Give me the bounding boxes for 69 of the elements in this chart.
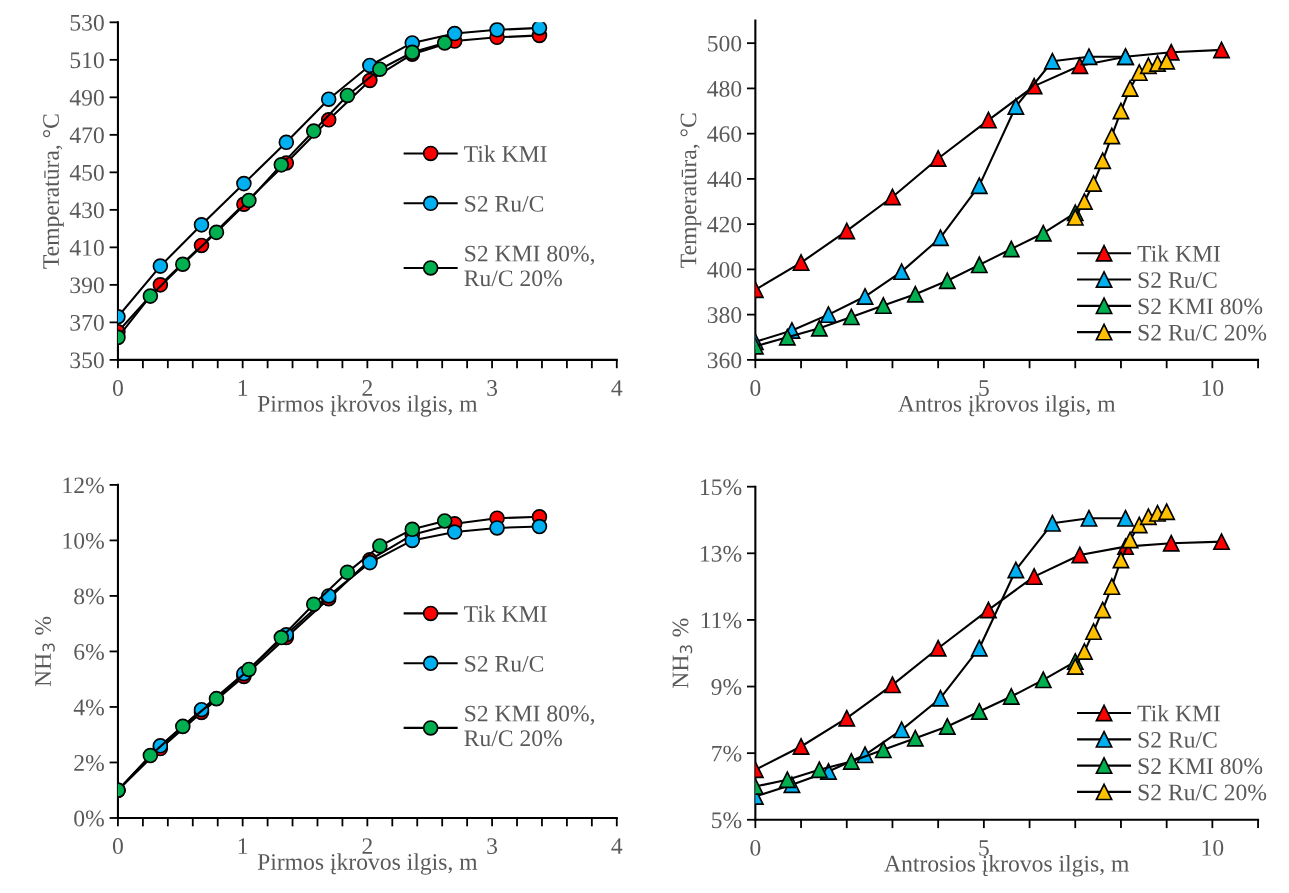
y-tick-label: 7% <box>712 745 742 762</box>
legend-label: S2 Ru/C <box>1138 731 1217 748</box>
x-tick-label: 0 <box>112 380 123 396</box>
legend-label: S2 Ru/C 20% <box>1138 784 1267 801</box>
y-tick-label: 380 <box>707 307 742 324</box>
x-tick-label: 1 <box>238 380 248 396</box>
x-axis-title: Pirmos įkrovos ilgis, m <box>257 853 478 875</box>
y-tick-label: 360 <box>707 352 742 369</box>
y-tick-label: 9% <box>711 679 742 696</box>
y-tick-label: 370 <box>70 314 104 331</box>
y-tick-label: 12% <box>63 477 104 494</box>
x-tick-label: 3 <box>487 838 498 855</box>
x-tick-label: 5 <box>979 380 989 396</box>
y-tick-label: 450 <box>69 164 104 181</box>
x-tick-label: 5 <box>979 840 989 856</box>
x-tick-label: 10 <box>1202 839 1224 856</box>
legend-label: S2 KMI 80%, Ru/C 20% <box>464 705 595 747</box>
x-tick-label: 10 <box>1202 380 1224 396</box>
y-tick-label: 470 <box>69 127 104 144</box>
legend-label: S2 KMI 80% <box>1138 298 1263 315</box>
y-axis-title: NH$_{3}$ % <box>35 616 55 687</box>
x-axis-title: Pirmos įkrovos ilgis, m <box>257 395 478 417</box>
y-tick-label: 410 <box>69 239 104 256</box>
y-tick-label: 420 <box>707 216 742 233</box>
x-axis-title: Antrosios įkrovos ilgis, m <box>884 855 1129 877</box>
legend-label: S2 KMI 80%, Ru/C 20% <box>464 245 595 287</box>
y-tick-label: 400 <box>707 261 742 278</box>
y-tick-label: 2% <box>74 754 104 771</box>
y-tick-label: 13% <box>700 545 742 562</box>
y-tick-label: 510 <box>70 52 104 69</box>
y-tick-label: 530 <box>70 14 104 31</box>
y-tick-label: 460 <box>707 126 742 143</box>
x-tick-label: 4 <box>611 380 623 396</box>
y-tick-label: 10% <box>63 532 104 549</box>
y-tick-label: 390 <box>70 277 104 294</box>
legend-label: Tik KMI <box>464 145 547 162</box>
y-tick-label: 430 <box>69 202 104 219</box>
legend-label: S2 Ru/C <box>1138 272 1217 289</box>
y-tick-label: 500 <box>708 35 742 52</box>
y-tick-label: 4% <box>73 699 104 716</box>
legend-label: S2 KMI 80% <box>1138 758 1263 775</box>
y-tick-label: 350 <box>70 352 104 369</box>
legend-label: S2 Ru/C <box>465 655 544 672</box>
y-axis-title: Temperatūra, °C <box>680 113 702 268</box>
legend-label: Tik KMI <box>1137 704 1221 722</box>
legend-label: S2 Ru/C <box>465 195 544 212</box>
y-tick-label: 0% <box>74 810 104 827</box>
x-tick-label: 2 <box>362 380 372 396</box>
y-tick-label: 480 <box>707 80 742 97</box>
legend-label: S2 Ru/C 20% <box>1138 324 1267 341</box>
y-axis-title: Temperatūra, °C <box>43 114 64 269</box>
legend-label: Tik KMI <box>464 605 547 622</box>
y-tick-label: 490 <box>69 89 104 106</box>
y-tick-label: 440 <box>707 171 742 188</box>
x-tick-label: 0 <box>112 838 123 855</box>
x-tick-label: 0 <box>750 380 761 396</box>
y-tick-label: 15% <box>700 479 742 496</box>
x-tick-label: 0 <box>750 839 761 856</box>
legend-label: Tik KMI <box>1137 245 1221 262</box>
y-axis-title: NH$_{3}$ % <box>672 618 693 689</box>
y-tick-label: 5% <box>712 812 742 829</box>
x-tick-label: 1 <box>238 838 248 854</box>
y-tick-label: 8% <box>74 588 104 605</box>
y-tick-label: 11% <box>701 612 742 629</box>
y-tick-label: 6% <box>74 643 104 660</box>
x-tick-label: 2 <box>362 838 372 854</box>
x-tick-label: 3 <box>487 380 498 396</box>
x-tick-label: 4 <box>611 838 623 854</box>
x-axis-title: Antros įkrovos ilgis, m <box>898 395 1116 417</box>
